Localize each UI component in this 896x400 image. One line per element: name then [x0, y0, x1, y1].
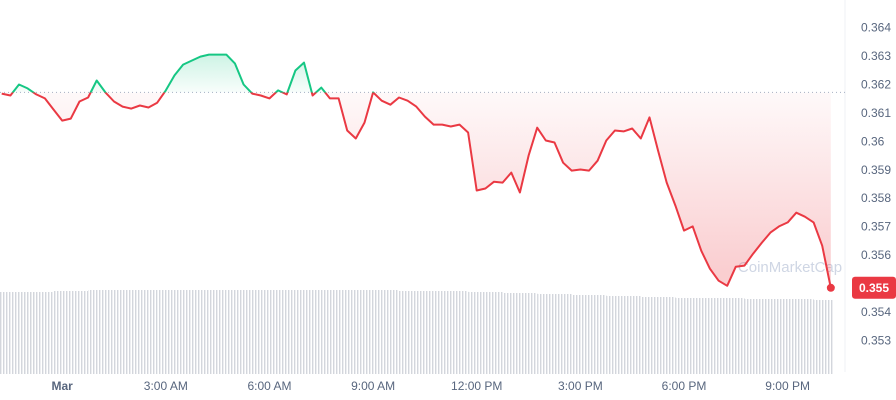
price-badge-label: 0.355 — [859, 281, 889, 295]
y-tick-label: 0.354 — [861, 305, 891, 319]
volume-bar — [364, 290, 400, 374]
x-tick-label: 3:00 AM — [144, 379, 188, 393]
volume-bar — [122, 290, 158, 374]
y-tick-label: 0.353 — [861, 333, 891, 347]
last-point — [826, 283, 835, 292]
volume-bar — [502, 293, 538, 374]
volume-bar — [295, 290, 330, 374]
y-tick-label: 0.363 — [861, 49, 891, 63]
volume-bar — [260, 290, 296, 374]
x-tick-label: 9:00 PM — [765, 379, 810, 393]
price-area — [1, 54, 831, 288]
y-tick-label: 0.358 — [861, 191, 891, 205]
x-tick-label: 12:00 PM — [451, 379, 502, 393]
volume-bar — [779, 299, 814, 374]
watermark: CoinMarketCap — [738, 259, 842, 276]
y-tick-label: 0.36 — [861, 134, 885, 148]
volume-bar — [571, 295, 607, 374]
x-tick-label: 6:00 PM — [662, 379, 707, 393]
x-tick-label: 9:00 AM — [351, 379, 395, 393]
x-tick-label: Mar — [52, 379, 74, 393]
volume-bar — [88, 290, 123, 374]
volume-bar — [157, 290, 192, 374]
y-tick-label: 0.361 — [861, 106, 891, 120]
volume-bar — [709, 298, 745, 374]
volume-bar — [433, 291, 469, 374]
y-tick-label: 0.364 — [861, 21, 891, 35]
x-tick-label: 6:00 AM — [247, 379, 291, 393]
price-badge — [852, 276, 896, 299]
y-tick-label: 0.362 — [861, 77, 891, 91]
volume-bar — [191, 290, 227, 374]
volume-bar — [675, 298, 710, 374]
price-line — [1, 53, 832, 289]
volume-bar — [537, 294, 572, 374]
y-tick-label: 0.357 — [861, 220, 891, 234]
volume-bar — [744, 299, 780, 374]
volume-bar — [19, 292, 54, 374]
y-tick-label: 0.356 — [861, 248, 891, 262]
x-tick-label: 3:00 PM — [558, 379, 603, 393]
volume-bar — [226, 290, 261, 374]
volume-bar — [813, 300, 833, 374]
volume-bar — [468, 292, 503, 374]
volume-bar — [329, 290, 365, 374]
volume-bar — [53, 291, 89, 374]
y-tick-label: 0.359 — [861, 163, 891, 177]
volume-bar — [606, 296, 641, 374]
volume-bar — [399, 291, 434, 374]
volume-bar — [640, 297, 676, 374]
